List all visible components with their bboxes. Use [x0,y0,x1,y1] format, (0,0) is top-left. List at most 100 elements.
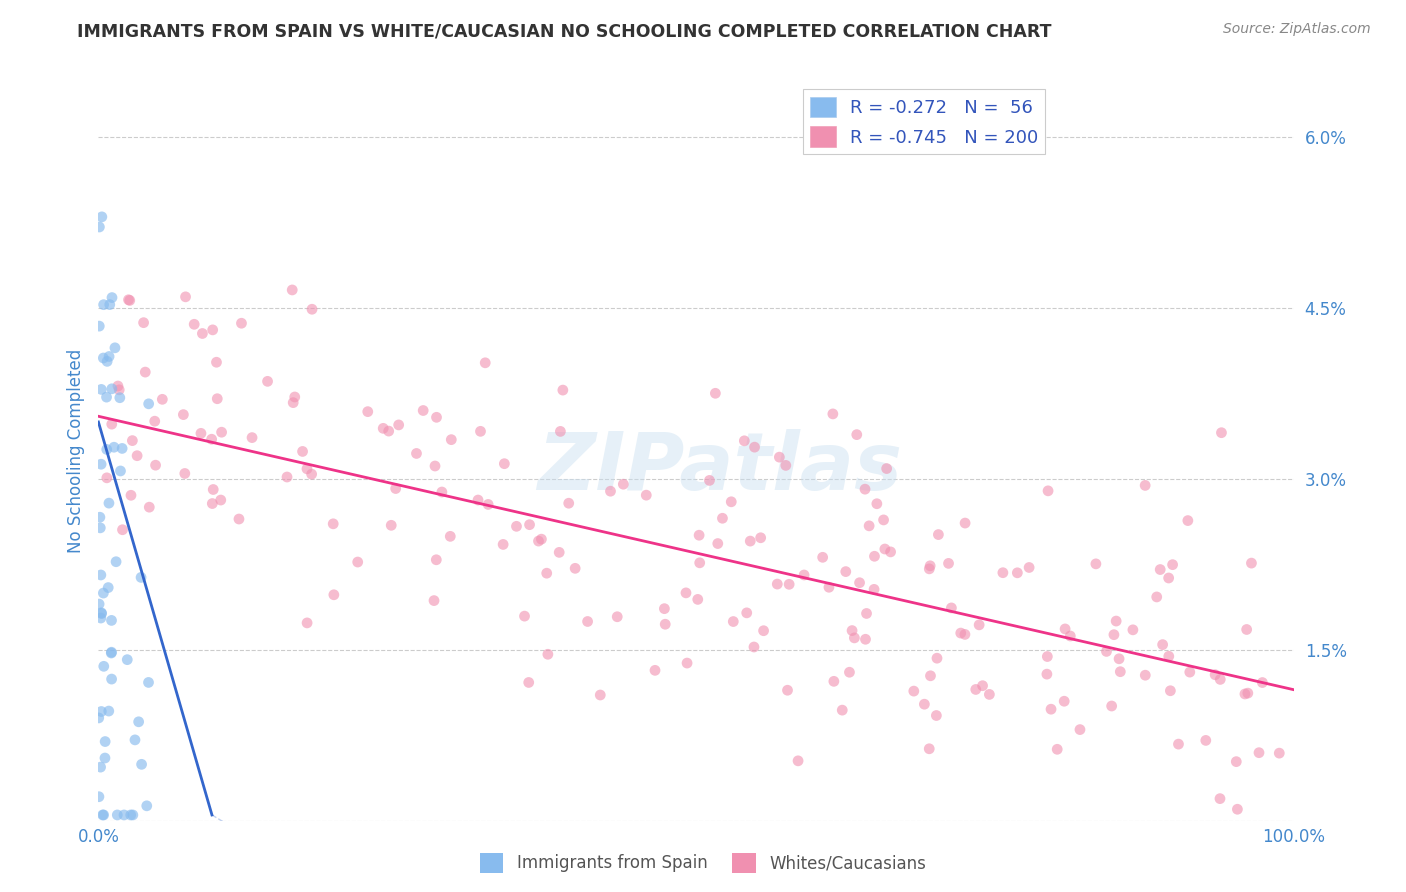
Point [89,510,111,524]
Point [425,553,447,567]
Point [863,582,886,597]
Point [100,417,122,432]
Point [612,477,634,491]
Point [536,566,558,581]
Point [322,516,344,531]
Point [205,355,228,369]
Point [89,521,111,535]
Point [111,442,134,456]
Point [1167,737,1189,751]
Point [423,458,446,473]
Point [100,672,122,686]
Point [1236,623,1258,637]
Point [1040,702,1063,716]
Point [97,704,120,718]
Point [131,757,153,772]
Point [1122,623,1144,637]
Point [207,392,229,406]
Point [723,615,745,629]
Point [1036,483,1059,498]
Point [1225,755,1247,769]
Point [636,488,658,502]
Point [925,708,948,723]
Point [191,326,214,341]
Point [100,645,122,659]
Point [93,298,115,312]
Point [1036,667,1059,681]
Point [866,497,889,511]
Point [1152,638,1174,652]
Point [953,627,976,641]
Point [201,497,224,511]
Point [90,606,112,620]
Point [96,390,118,404]
Point [548,545,571,559]
Point [1149,563,1171,577]
Point [564,561,586,575]
Point [1177,514,1199,528]
Text: IMMIGRANTS FROM SPAIN VS WHITE/CAUCASIAN NO SCHOOLING COMPLETED CORRELATION CHAR: IMMIGRANTS FROM SPAIN VS WHITE/CAUCASIAN… [77,22,1052,40]
Point [1157,571,1180,585]
Point [1059,629,1081,643]
Point [118,293,141,308]
Point [644,664,666,678]
Point [97,496,120,510]
Point [927,527,949,541]
Point [912,697,935,711]
Point [775,458,797,473]
Point [1233,687,1256,701]
Point [776,683,799,698]
Point [821,407,844,421]
Point [1109,665,1132,679]
Point [1209,673,1232,687]
Point [87,711,110,725]
Point [550,425,572,439]
Point [91,808,114,822]
Point [1095,644,1118,658]
Point [1146,590,1168,604]
Point [284,390,307,404]
Point [1209,791,1232,805]
Point [551,383,574,397]
Point [111,523,134,537]
Point [863,549,886,564]
Point [107,379,129,393]
Point [295,462,318,476]
Point [823,674,845,689]
Point [599,484,621,499]
Point [388,417,411,432]
Legend: R = -0.272   N =  56, R = -0.745   N = 200: R = -0.272 N = 56, R = -0.745 N = 200 [803,89,1046,154]
Point [1247,746,1270,760]
Point [405,446,427,460]
Point [835,565,858,579]
Point [1133,478,1156,492]
Point [1204,667,1226,681]
Point [979,687,1001,701]
Point [108,383,131,397]
Point [845,427,868,442]
Point [97,581,120,595]
Point [853,482,876,496]
Point [231,316,253,330]
Point [384,482,406,496]
Point [89,219,111,234]
Point [103,440,125,454]
Text: Source: ZipAtlas.com: Source: ZipAtlas.com [1223,22,1371,37]
Point [322,588,344,602]
Point [301,302,323,317]
Point [1053,694,1076,708]
Point [110,464,132,478]
Point [1178,665,1201,679]
Point [373,421,395,435]
Point [283,395,305,409]
Point [844,631,866,645]
Point [90,607,112,621]
Point [1054,622,1077,636]
Point [101,382,124,396]
Point [1108,652,1130,666]
Point [145,458,167,473]
Point [793,568,815,582]
Point [357,404,380,418]
Point [530,532,553,546]
Point [105,808,128,822]
